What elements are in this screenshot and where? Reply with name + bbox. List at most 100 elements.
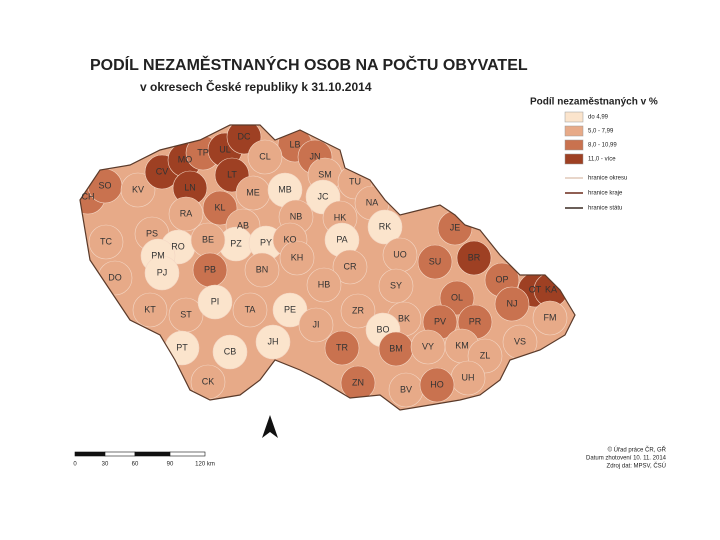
credit: Zdroj dat: MPSV, ČSÚ (607, 463, 666, 470)
district-label: BN (256, 264, 269, 274)
district-label: BV (400, 384, 412, 394)
scale-segment (169, 451, 206, 457)
district (144, 255, 180, 291)
district-label: CL (259, 151, 271, 161)
legend-swatch (564, 153, 584, 165)
district-label: SU (429, 256, 442, 266)
district-label: OT (529, 284, 542, 294)
district-label: PS (146, 228, 158, 238)
district (340, 293, 376, 329)
district-label: TP (197, 147, 209, 157)
district-label: VY (422, 341, 434, 351)
district (168, 196, 204, 232)
district-label: UH (462, 372, 475, 382)
district (298, 307, 334, 343)
district-label: HO (430, 379, 444, 389)
district-label: RO (171, 241, 185, 251)
district-label: PT (176, 342, 188, 352)
district-label: TU (349, 176, 361, 186)
district (279, 240, 315, 276)
district-label: SM (318, 169, 332, 179)
district-label: LT (227, 169, 237, 179)
legend-label: 5,0 - 7,99 (588, 129, 614, 135)
district (232, 292, 268, 328)
legend-label: do 4,99 (588, 115, 609, 121)
district-label: KL (214, 202, 225, 212)
district-label: KT (144, 304, 156, 314)
district-label: LB (289, 139, 300, 149)
district-label: JE (450, 222, 461, 232)
district (306, 267, 342, 303)
district-label: PA (336, 234, 347, 244)
district-label: UO (393, 249, 407, 259)
district-label: PV (434, 316, 446, 326)
district (244, 252, 280, 288)
district (417, 244, 453, 280)
district-label: SY (390, 280, 402, 290)
district-label: BM (389, 343, 403, 353)
district (532, 300, 568, 336)
district-label: HK (334, 212, 347, 222)
legend-swatch (564, 125, 584, 137)
district (419, 367, 455, 403)
scale-segment (74, 451, 106, 457)
district (197, 284, 233, 320)
district-label: ZL (480, 350, 491, 360)
north-arrow (262, 415, 278, 438)
district (367, 209, 403, 245)
district-label: OP (495, 274, 508, 284)
legend-label: hranice státu (588, 206, 622, 212)
district-label: TC (100, 236, 112, 246)
district (88, 224, 124, 260)
district-label: UL (219, 144, 231, 154)
district-label: KA (545, 284, 557, 294)
district-label: PB (204, 264, 216, 274)
district (212, 334, 248, 370)
district-label: KH (291, 252, 304, 262)
district-label: TA (245, 304, 256, 314)
district (332, 249, 368, 285)
district-label: JH (268, 336, 279, 346)
district-label: CK (202, 376, 215, 386)
district (202, 190, 238, 226)
district-label: PI (211, 296, 220, 306)
legend-label: 8,0 - 10,99 (588, 143, 617, 149)
district-label: ST (180, 309, 192, 319)
district-label: LN (184, 182, 196, 192)
scale-label: 120 km (195, 462, 215, 468)
scale-segment (134, 451, 171, 457)
title: PODÍL NEZAMĚSTNANÝCH OSOB NA POČTU OBYVA… (90, 55, 528, 74)
district-label: PJ (157, 267, 168, 277)
district-label: KO (283, 234, 296, 244)
credit: Datum zhotovení 10. 11. 2014 (586, 456, 667, 462)
district-label: CB (224, 346, 237, 356)
district-label: NJ (507, 298, 518, 308)
district-label: RK (379, 221, 392, 231)
district-label: ZN (352, 377, 364, 387)
legend-label: hranice kraje (588, 191, 623, 197)
legend-swatch (564, 139, 584, 151)
district-label: OL (451, 292, 463, 302)
legend-label: hranice okresu (588, 176, 627, 182)
scale-label: 30 (102, 462, 109, 468)
district-label: DO (108, 272, 122, 282)
district (324, 330, 360, 366)
district (132, 292, 168, 328)
district-label: JC (318, 191, 330, 201)
credit: © Úřad práce ČR, GŘ (608, 446, 667, 454)
scale-segment (104, 451, 136, 457)
district-label: PM (151, 250, 165, 260)
scale-label: 60 (132, 462, 139, 468)
district-label: ZR (352, 305, 364, 315)
district-label: AB (237, 220, 249, 230)
legend-label: 11,0 - více (588, 157, 616, 163)
district-label: BO (376, 324, 389, 334)
district-label: ME (246, 187, 260, 197)
district-label: JN (310, 151, 321, 161)
state-border (79, 124, 576, 411)
district-label: MO (178, 154, 193, 164)
district-label: NB (290, 211, 303, 221)
district-label: CH (82, 191, 95, 201)
district (120, 172, 156, 208)
